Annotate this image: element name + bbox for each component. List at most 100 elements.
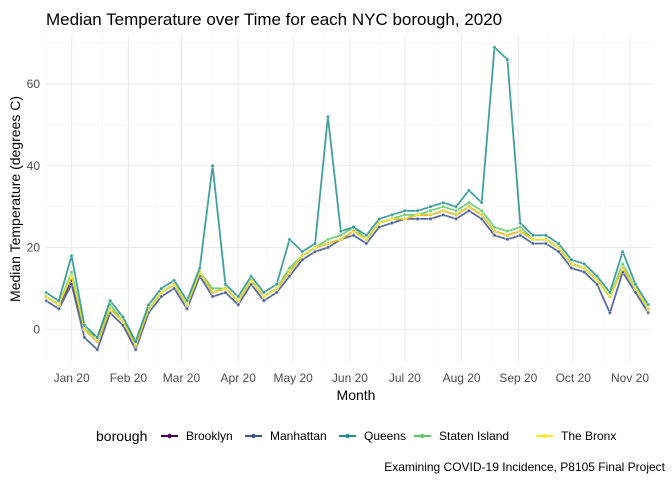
data-point-queens xyxy=(428,204,433,209)
legend-label: Manhattan xyxy=(270,429,327,443)
data-point-manhattan xyxy=(389,220,395,226)
data-point-queens xyxy=(377,216,382,222)
data-point-the-bronx xyxy=(543,237,548,242)
data-point-the-bronx xyxy=(364,237,369,242)
data-point-the-bronx xyxy=(582,265,587,271)
data-point-the-bronx xyxy=(556,245,561,250)
data-point-queens xyxy=(454,204,459,209)
data-point-the-bronx xyxy=(184,302,190,307)
data-point-the-bronx xyxy=(377,220,382,226)
data-point-queens xyxy=(82,323,87,328)
data-point-the-bronx xyxy=(95,339,100,344)
data-point-queens xyxy=(146,302,151,307)
data-point-the-bronx xyxy=(261,294,266,299)
data-point-manhattan xyxy=(518,233,523,238)
x-tick-label: Aug 20 xyxy=(443,371,481,385)
data-point-manhattan xyxy=(300,257,305,262)
x-tick-label: Nov 20 xyxy=(611,371,649,385)
data-point-queens xyxy=(351,225,356,230)
data-point-queens xyxy=(172,278,177,283)
data-point-the-bronx xyxy=(313,245,318,250)
data-point-queens xyxy=(43,290,49,295)
legend-key-point xyxy=(420,433,425,439)
data-point-manhattan xyxy=(223,290,228,295)
data-point-the-bronx xyxy=(466,204,472,209)
data-point-manhattan xyxy=(133,347,138,352)
data-point-staten-island xyxy=(466,200,472,205)
data-point-staten-island xyxy=(620,261,625,266)
data-point-queens xyxy=(313,241,318,246)
data-point-manhattan xyxy=(441,212,446,217)
data-point-queens xyxy=(287,237,292,242)
data-point-manhattan xyxy=(415,216,420,222)
data-point-the-bronx xyxy=(479,212,484,217)
data-point-queens xyxy=(415,208,420,213)
legend-item-queens: Queens xyxy=(339,429,406,443)
data-point-the-bronx xyxy=(646,306,651,311)
data-point-queens xyxy=(607,290,612,295)
series-line-staten-island xyxy=(45,201,650,343)
data-point-manhattan xyxy=(556,249,561,254)
y-tick-label: 60 xyxy=(27,77,41,91)
data-point-queens xyxy=(543,233,548,238)
data-point-queens xyxy=(505,57,510,62)
data-point-the-bronx xyxy=(56,302,61,307)
legend-key-point xyxy=(345,433,350,439)
data-point-manhattan xyxy=(607,310,612,316)
data-point-queens xyxy=(620,249,625,254)
data-point-queens xyxy=(236,294,241,299)
legend-label: The Bronx xyxy=(561,429,616,443)
data-point-manhattan xyxy=(184,306,190,311)
data-point-manhattan xyxy=(505,237,510,242)
data-point-queens xyxy=(402,208,407,213)
data-point-queens xyxy=(492,45,497,50)
data-point-manhattan xyxy=(159,294,164,299)
legend-key-point xyxy=(542,433,547,439)
data-point-the-bronx xyxy=(530,237,536,242)
data-point-the-bronx xyxy=(454,212,459,217)
series-line-the-bronx xyxy=(45,205,650,347)
grid xyxy=(45,35,652,362)
x-axis-title: Month xyxy=(337,387,376,403)
data-point-queens xyxy=(441,200,446,205)
data-point-queens xyxy=(197,265,202,271)
series-line-manhattan xyxy=(45,209,650,351)
data-point-manhattan xyxy=(43,298,49,303)
data-point-queens xyxy=(633,282,638,287)
data-point-the-bronx xyxy=(607,294,612,299)
x-tick-label: Jul 20 xyxy=(389,371,421,385)
legend-item-manhattan: Manhattan xyxy=(245,429,327,443)
data-point-queens xyxy=(646,302,651,307)
data-point-the-bronx xyxy=(159,290,164,295)
data-point-the-bronx xyxy=(441,208,446,213)
data-point-staten-island xyxy=(402,212,407,217)
data-point-staten-island xyxy=(338,233,343,238)
data-point-staten-island xyxy=(505,229,510,234)
data-point-manhattan xyxy=(287,274,292,279)
data-point-the-bronx xyxy=(223,286,228,291)
data-point-the-bronx xyxy=(620,265,625,271)
data-point-the-bronx xyxy=(518,229,523,234)
data-point-the-bronx xyxy=(133,343,138,348)
legend-item-staten-island: Staten Island xyxy=(414,429,509,443)
data-point-manhattan xyxy=(530,241,536,246)
data-point-manhattan xyxy=(479,216,484,222)
data-point-queens xyxy=(261,290,266,295)
series-line-brooklyn xyxy=(45,205,650,347)
x-tick-label: May 20 xyxy=(273,371,313,385)
data-point-manhattan xyxy=(261,298,266,303)
data-point-manhattan xyxy=(646,310,651,316)
data-point-queens xyxy=(300,249,305,254)
data-point-queens xyxy=(389,212,395,217)
data-point-the-bronx xyxy=(287,269,292,275)
data-point-the-bronx xyxy=(338,237,343,242)
data-point-queens xyxy=(569,257,574,262)
data-point-manhattan xyxy=(95,347,100,352)
x-axis-ticks: Jan 20 Feb 20 Mar 20 Apr 20 May 20 Jun 20 Jul … xyxy=(54,371,650,385)
data-point-staten-island xyxy=(441,204,446,209)
data-point-the-bronx xyxy=(43,294,49,299)
data-point-staten-island xyxy=(325,237,331,242)
y-tick-label: 20 xyxy=(27,241,41,255)
data-point-the-bronx xyxy=(415,212,420,217)
data-point-manhattan xyxy=(210,294,215,299)
